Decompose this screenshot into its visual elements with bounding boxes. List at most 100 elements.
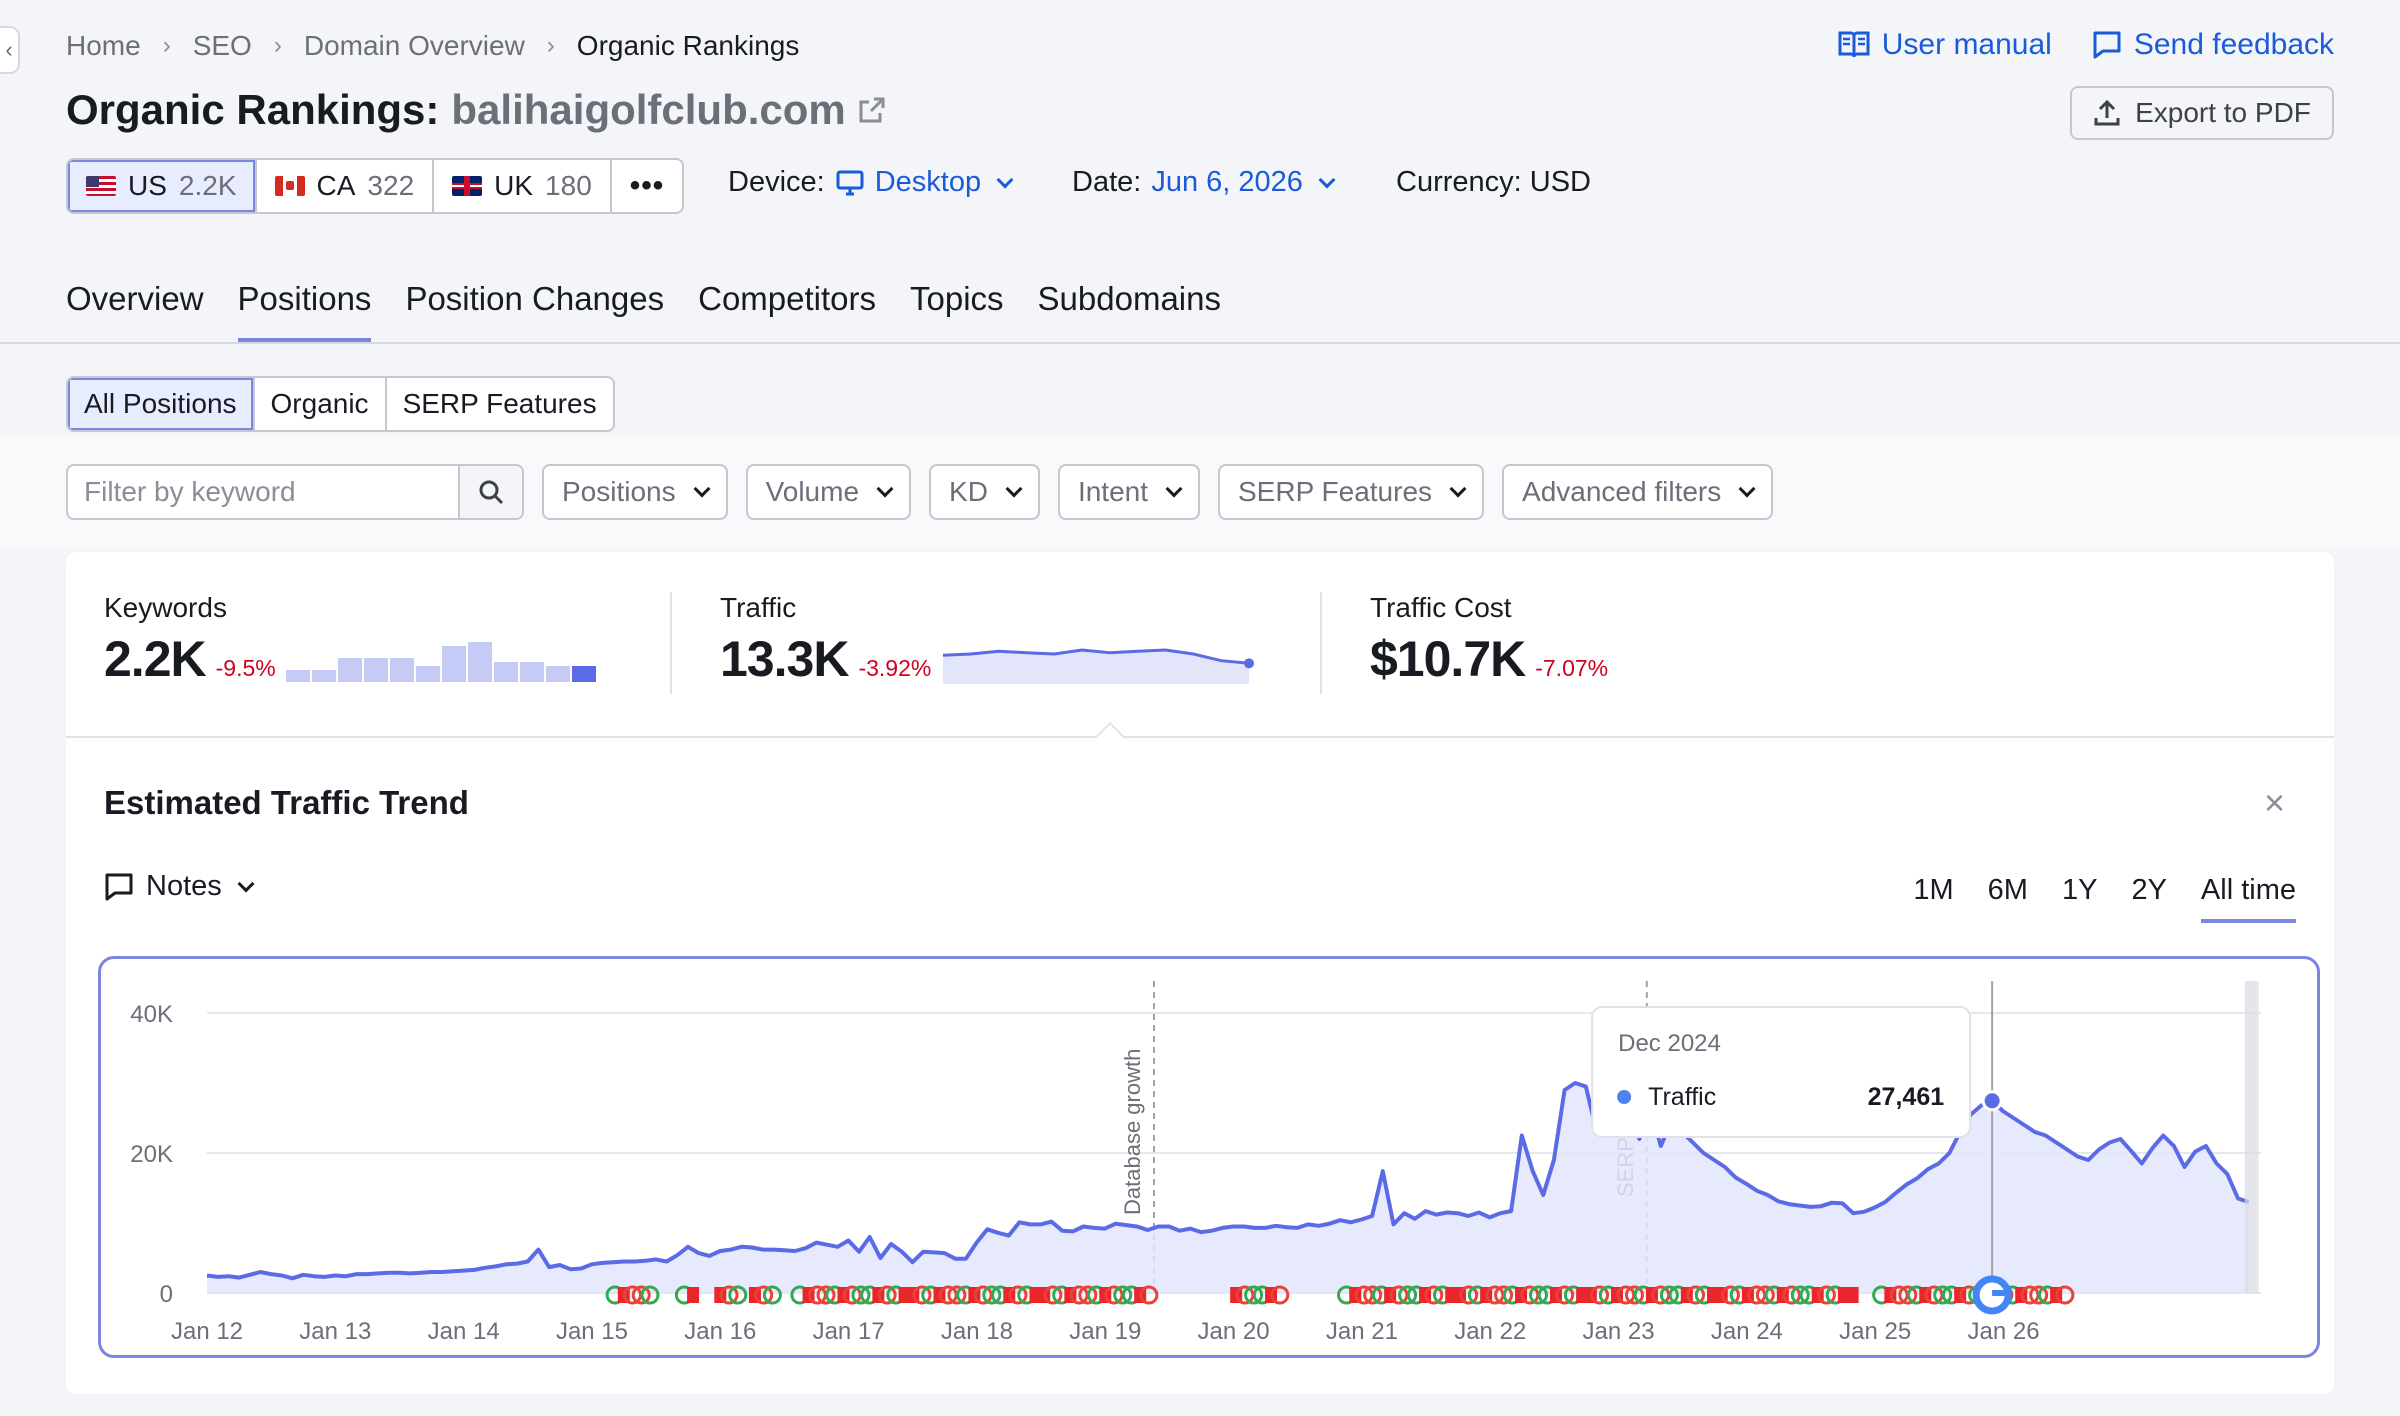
- serp-marker: [640, 1285, 660, 1305]
- segment-organic[interactable]: Organic: [255, 378, 387, 430]
- x-tick-label: Jan 21: [1326, 1318, 1398, 1345]
- serp-marker: [1270, 1285, 1290, 1305]
- database-code: UK: [494, 170, 534, 201]
- serp-marker: [1528, 1285, 1548, 1305]
- send-feedback-label: Send feedback: [2133, 28, 2334, 61]
- latest-period-band: [2244, 981, 2259, 1293]
- x-tick-label: Jan 17: [813, 1318, 885, 1345]
- tab-subdomains[interactable]: Subdomains: [1037, 280, 1221, 317]
- metric-delta: -3.92%: [858, 655, 932, 681]
- database-uk[interactable]: UK 180: [434, 160, 612, 212]
- serp-marker: [2029, 1285, 2049, 1305]
- y-tick-label: 0: [160, 1281, 173, 1308]
- filter-label: SERP Features: [1238, 476, 1433, 507]
- keyword-filter-input[interactable]: [68, 466, 458, 518]
- upload-icon: [2094, 99, 2120, 126]
- filter-label: Volume: [765, 476, 860, 507]
- serp-marker: [1755, 1285, 1775, 1305]
- tab-positions[interactable]: Positions: [237, 280, 372, 342]
- tab-position-changes[interactable]: Position Changes: [405, 280, 665, 317]
- date-selector[interactable]: Date: Jun 6, 2026: [1072, 166, 1336, 199]
- filter-label: Positions: [562, 476, 676, 507]
- database-code: US: [128, 170, 167, 201]
- breadcrumb-current: Organic Rankings: [576, 30, 800, 61]
- google-update-marker-bar: [1992, 1290, 2009, 1296]
- serp-marker: [1008, 1285, 1028, 1305]
- range-6m[interactable]: 6M: [1987, 874, 2028, 906]
- range-all-time[interactable]: All time: [2200, 874, 2296, 923]
- segment-serp-features[interactable]: SERP Features: [402, 388, 597, 419]
- keywords-spark-bar: [545, 666, 570, 682]
- serp-features-filter[interactable]: SERP Features: [1218, 464, 1485, 520]
- segment-all-positions[interactable]: All Positions: [68, 378, 255, 430]
- serp-marker: [762, 1285, 782, 1305]
- advanced-filters[interactable]: Advanced filters: [1502, 464, 1774, 520]
- metric-value: 13.3K: [720, 631, 849, 687]
- hover-point: [1981, 1090, 2003, 1112]
- serp-marker: [2055, 1285, 2075, 1305]
- database-us[interactable]: US 2.2K: [68, 160, 257, 212]
- x-tick-label: Jan 13: [299, 1318, 371, 1345]
- tab-competitors[interactable]: Competitors: [698, 280, 876, 317]
- tab-overview[interactable]: Overview: [66, 280, 204, 317]
- export-pdf-button[interactable]: Export to PDF: [2070, 86, 2334, 140]
- serp-marker: [1846, 1287, 1859, 1303]
- user-manual-link[interactable]: User manual: [1838, 28, 2052, 62]
- position-type-selector: All Positions Organic SERP Features: [66, 376, 615, 432]
- tooltip-date: Dec 2024: [1618, 1030, 1721, 1057]
- serp-marker: [1720, 1285, 1740, 1305]
- serp-marker: [1494, 1285, 1514, 1305]
- traffic-spark-line: [943, 648, 1250, 665]
- kd-filter[interactable]: KD: [929, 464, 1040, 520]
- database-ca[interactable]: CA 322: [257, 160, 435, 212]
- metric-value: 2.2K: [104, 631, 207, 687]
- tabs-divider: [0, 342, 2400, 344]
- keywords-metric[interactable]: Keywords 2.2K -9.5%: [104, 592, 602, 684]
- database-count: 322: [367, 170, 415, 201]
- serp-marker: [877, 1285, 897, 1305]
- serp-marker: [851, 1285, 871, 1305]
- intent-filter[interactable]: Intent: [1057, 464, 1200, 520]
- device-selector[interactable]: Device: Desktop: [728, 166, 1014, 199]
- breadcrumb-domain-overview[interactable]: Domain Overview: [303, 30, 525, 61]
- range-1m[interactable]: 1M: [1913, 874, 1954, 906]
- traffic-trend-chart[interactable]: 40K 20K 0 Jan 12 Jan 13 Jan 14 Jan 15 Jan 16 Jan…: [101, 959, 2317, 1355]
- search-button[interactable]: [458, 466, 522, 518]
- breadcrumb-seo[interactable]: SEO: [192, 30, 252, 61]
- top-links: User manual Send feedback: [1838, 28, 2334, 62]
- serp-marker: [754, 1285, 774, 1305]
- page-title-domain[interactable]: balihaigolfclub.com: [451, 86, 846, 133]
- chevron-down-icon: [1165, 480, 1183, 498]
- serp-marker: [1363, 1285, 1383, 1305]
- notes-dropdown[interactable]: Notes: [104, 870, 255, 903]
- chart-tooltip: Dec 2024 Traffic 27,461: [1591, 1006, 1972, 1138]
- serp-marker: [1078, 1285, 1098, 1305]
- x-tick-label: Jan 26: [1968, 1318, 2040, 1345]
- tab-topics[interactable]: Topics: [910, 280, 1004, 317]
- volume-filter[interactable]: Volume: [745, 464, 912, 520]
- close-icon[interactable]: ×: [2264, 782, 2286, 823]
- serp-marker: [816, 1285, 836, 1305]
- traffic-spark-area: [943, 650, 1250, 684]
- traffic-cost-metric[interactable]: Traffic Cost $10.7K -7.07%: [1370, 592, 1608, 684]
- tooltip-series-dot: [1617, 1090, 1632, 1104]
- traffic-metric[interactable]: Traffic 13.3K -3.92%: [720, 592, 1261, 684]
- serp-marker: [1139, 1285, 1159, 1305]
- user-manual-label: User manual: [1881, 28, 2052, 61]
- x-tick-label: Jan 15: [556, 1318, 628, 1345]
- main-tabs: Overview Positions Position Changes Comp…: [66, 280, 1221, 342]
- traffic-sparkline: [943, 648, 1255, 684]
- range-1y[interactable]: 1Y: [2061, 874, 2098, 906]
- more-databases-button[interactable]: •••: [629, 169, 665, 202]
- external-link-icon[interactable]: [858, 96, 886, 124]
- tooltip-box: [1591, 1006, 1972, 1138]
- range-2y[interactable]: 2Y: [2131, 874, 2167, 906]
- serp-marker: [982, 1285, 1002, 1305]
- filter-bar: Positions Volume KD Intent SERP Features…: [66, 464, 1774, 520]
- breadcrumb-home[interactable]: Home: [66, 30, 141, 61]
- send-feedback-link[interactable]: Send feedback: [2092, 28, 2334, 62]
- keywords-spark-bar: [285, 670, 310, 682]
- serp-marker: [1043, 1285, 1063, 1305]
- positions-filter[interactable]: Positions: [542, 464, 728, 520]
- collapse-handle[interactable]: ‹: [0, 26, 20, 74]
